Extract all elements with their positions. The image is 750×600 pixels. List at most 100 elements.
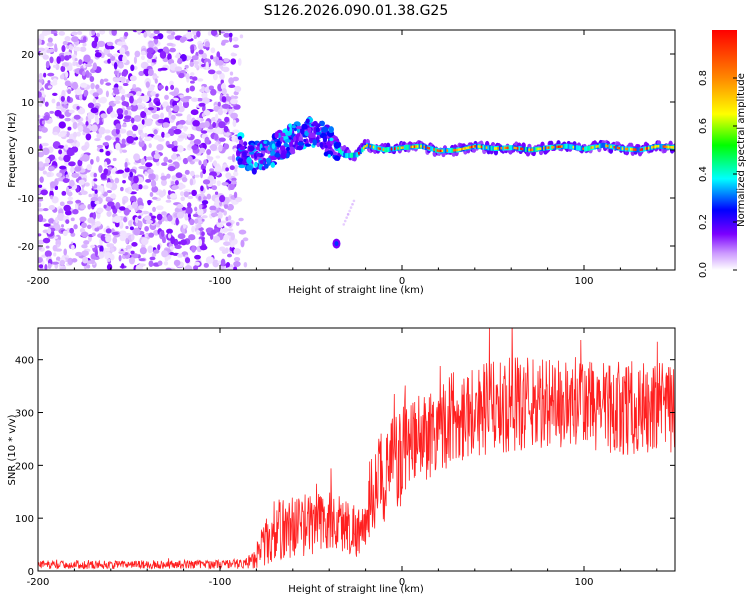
spectrogram-noise-cell <box>38 72 43 80</box>
spectrogram-ridge-cell <box>510 145 513 151</box>
spectrogram-ridge-peak <box>505 146 508 150</box>
spectrogram-ridge-cell <box>525 146 528 152</box>
spectrogram-noise-cell <box>125 237 129 244</box>
spectrogram-noise-cell <box>205 88 211 93</box>
spectrogram-ridge-peak <box>362 146 366 150</box>
spectrogram-ridge-peak <box>390 147 394 151</box>
spectrogram-noise-cell <box>145 162 153 168</box>
spectrogram-noise-cell <box>61 224 65 228</box>
spectrogram-ridge-cell <box>600 143 603 149</box>
spectrogram-ridge-peak <box>597 144 600 148</box>
spectrogram-noise-cell <box>167 214 173 222</box>
spectrogram-noise-cell <box>131 241 138 247</box>
spectrogram-trail-cell <box>342 223 346 226</box>
spectrogram-ridge-peak <box>470 145 474 149</box>
spectrogram-noise-cell <box>210 212 219 217</box>
colorbar: 0.0 0.2 0.4 0.6 0.8 Normalized spectral ampl… <box>698 30 747 278</box>
spectrogram-noise-cell <box>100 113 108 119</box>
spectrogram-ridge-cell <box>392 146 395 152</box>
spectrogram-noise-cell <box>220 258 226 267</box>
spectrogram-noise-cell <box>223 58 230 63</box>
spectrogram-noise-cell <box>187 155 193 162</box>
spectrogram-noise-cell <box>169 193 178 199</box>
spectrogram-ridge-cell <box>449 147 452 153</box>
spectrogram-noise-cell <box>66 65 73 72</box>
x-tick-label: 100 <box>574 577 593 588</box>
spectrogram-ridge-cell <box>484 144 487 150</box>
spectrogram-noise-cell <box>38 114 41 119</box>
spectrogram-noise-cell <box>178 134 186 139</box>
spectrogram-noise-cell <box>44 250 52 258</box>
spectrogram-ridge-cell <box>398 145 402 151</box>
spectrogram-noise-cell <box>176 137 184 142</box>
spectrogram-noise-cell <box>60 65 66 72</box>
spectrogram-ridge-peak <box>479 145 482 149</box>
x-tick-label: -200 <box>27 577 50 588</box>
spectrogram-noise-cell <box>74 166 82 172</box>
spectrogram-noise-cell <box>180 36 188 42</box>
spectrogram-noise-cell <box>201 200 209 205</box>
spectrogram-noise-cell <box>189 61 195 67</box>
spectrogram-noise-cell <box>194 218 199 224</box>
spectrogram-ridge-peak <box>364 145 367 148</box>
spectrogram-noise-cell <box>148 143 152 149</box>
spectrogram-turbulent-cell <box>324 145 328 149</box>
spectrogram-noise-cell <box>225 216 229 222</box>
spectrogram-turbulent-cell <box>276 140 281 147</box>
spectrogram-noise-cell <box>221 249 227 255</box>
spectrogram-noise-cell <box>215 155 221 159</box>
spectrogram-noise-cell <box>206 193 212 200</box>
spectrogram-ridge-peak <box>572 145 575 149</box>
spectrogram-ridge-peak <box>377 147 381 150</box>
spectrogram-noise-cell <box>105 228 112 234</box>
spectrogram-noise-cell <box>212 235 221 243</box>
spectrogram-turbulent-cell <box>305 118 310 124</box>
spectrogram-noise-cell <box>191 145 198 151</box>
spectrogram-noise-cell <box>131 201 139 209</box>
spectrogram-noise-cell <box>203 159 208 167</box>
spectrogram-noise-cell <box>64 36 71 42</box>
spectrogram-noise-cell <box>94 200 100 205</box>
spectrogram-noise-cell <box>43 114 50 121</box>
spectrogram-noise-cell <box>61 62 70 67</box>
spectrogram-noise-cell <box>90 107 99 114</box>
spectrogram-noise-cell <box>67 126 72 131</box>
spectrogram-noise-cell <box>198 204 203 210</box>
spectrogram-noise-cell <box>106 189 112 194</box>
spectrogram-noise-cell <box>172 104 180 113</box>
spectrogram-noise-cell <box>38 82 43 90</box>
spectrogram-ridge-peak <box>426 146 430 150</box>
spectrogram-noise-cell <box>91 232 96 237</box>
spectrogram-noise-cell <box>228 84 236 88</box>
y-tick-label: 200 <box>15 461 34 472</box>
spectrogram-turbulent-cell <box>329 137 334 142</box>
spectrogram-noise-cell <box>203 262 209 268</box>
spectrogram-noise-cell <box>190 44 195 51</box>
spectrogram-ridge-peak <box>366 144 369 147</box>
spectrogram-ridge-cell <box>430 146 433 152</box>
spectrogram-noise-cell <box>125 244 133 249</box>
spectrogram-noise-cell <box>139 247 147 255</box>
spectrogram-noise-cell <box>76 141 81 148</box>
spectrogram-noise-cell <box>205 256 214 264</box>
spectrogram-noise-cell <box>124 187 129 193</box>
spectrogram-noise-cell <box>115 123 122 130</box>
spectrogram-ridge-peak <box>433 148 436 151</box>
y-tick-label: -10 <box>18 194 34 205</box>
spectrogram-noise-cell <box>201 237 205 245</box>
spectrogram-noise-cell <box>164 133 171 138</box>
spectrogram-noise-cell <box>166 144 175 149</box>
spectrogram-noise-cell <box>214 191 219 195</box>
spectrogram-noise-cell <box>105 247 111 252</box>
spectrogram-noise-cell <box>86 164 92 171</box>
spectrogram-noise-cell <box>120 186 124 192</box>
spectrogram-noise-cell <box>105 196 112 201</box>
spectrogram-turbulent-cell <box>270 150 276 157</box>
spectrogram-noise-cell <box>117 169 125 174</box>
spectrogram-noise-cell <box>185 206 193 215</box>
spectrogram-ridge-cell <box>623 146 626 152</box>
spectrogram-noise-cell <box>52 92 58 96</box>
spectrogram-noise-cell <box>134 50 141 58</box>
spectrogram-noise-cell <box>53 252 57 257</box>
